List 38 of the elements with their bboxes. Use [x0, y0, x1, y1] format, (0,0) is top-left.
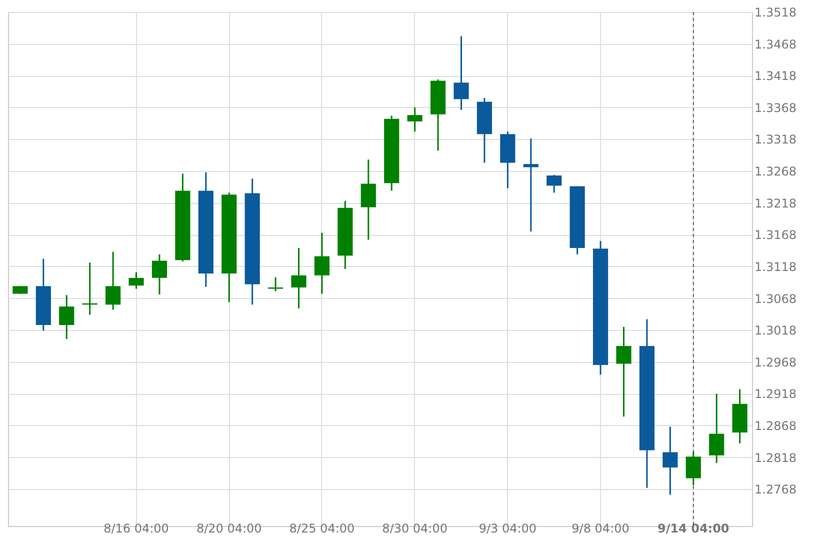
candlestick	[454, 35, 469, 111]
x-tick-label: 9/14 04:00	[657, 522, 730, 536]
y-tick-label: 1.3368	[754, 100, 796, 115]
candlestick	[59, 294, 74, 340]
candlestick	[360, 158, 376, 240]
candlestick	[291, 247, 306, 310]
candlestick	[407, 106, 422, 132]
y-tick-label: 1.3468	[754, 37, 796, 52]
y-tick-label: 1.2868	[754, 418, 796, 433]
y-tick-label: 1.2918	[754, 387, 796, 402]
y-tick-label: 1.3518	[754, 6, 796, 20]
y-tick-label: 1.3418	[754, 69, 796, 84]
candlestick	[686, 450, 701, 486]
y-tick-label: 1.3018	[754, 324, 796, 338]
candlestick	[662, 426, 678, 496]
x-tick-label: 8/25 04:00	[289, 522, 355, 536]
x-tick-label: 9/8 04:00	[572, 522, 630, 536]
y-tick-label: 1.3268	[754, 164, 796, 179]
x-tick-label: 8/16 04:00	[104, 522, 169, 536]
y-tick-label: 1.3168	[754, 228, 796, 242]
candlestick	[152, 254, 168, 296]
y-tick-label: 1.3218	[754, 196, 796, 210]
y-tick-label: 1.2768	[754, 482, 796, 497]
candlestick	[616, 326, 632, 418]
candlestick	[523, 138, 538, 232]
candlestick	[709, 392, 724, 464]
y-tick-label: 1.3068	[754, 292, 796, 306]
candlestick	[106, 251, 121, 310]
x-tick-label: 8/20 04:00	[196, 522, 262, 536]
y-tick-label: 1.2818	[754, 450, 796, 465]
candlestick	[546, 174, 562, 194]
y-tick-label: 1.3118	[754, 260, 796, 274]
y-tick-label: 1.3318	[754, 132, 796, 147]
x-tick-label: 9/3 04:00	[478, 522, 537, 536]
candlestick	[314, 232, 330, 295]
x-tick-label: 8/30 04:00	[382, 522, 448, 536]
candlestick	[128, 271, 144, 290]
y-tick-label: 1.2968	[754, 355, 796, 370]
